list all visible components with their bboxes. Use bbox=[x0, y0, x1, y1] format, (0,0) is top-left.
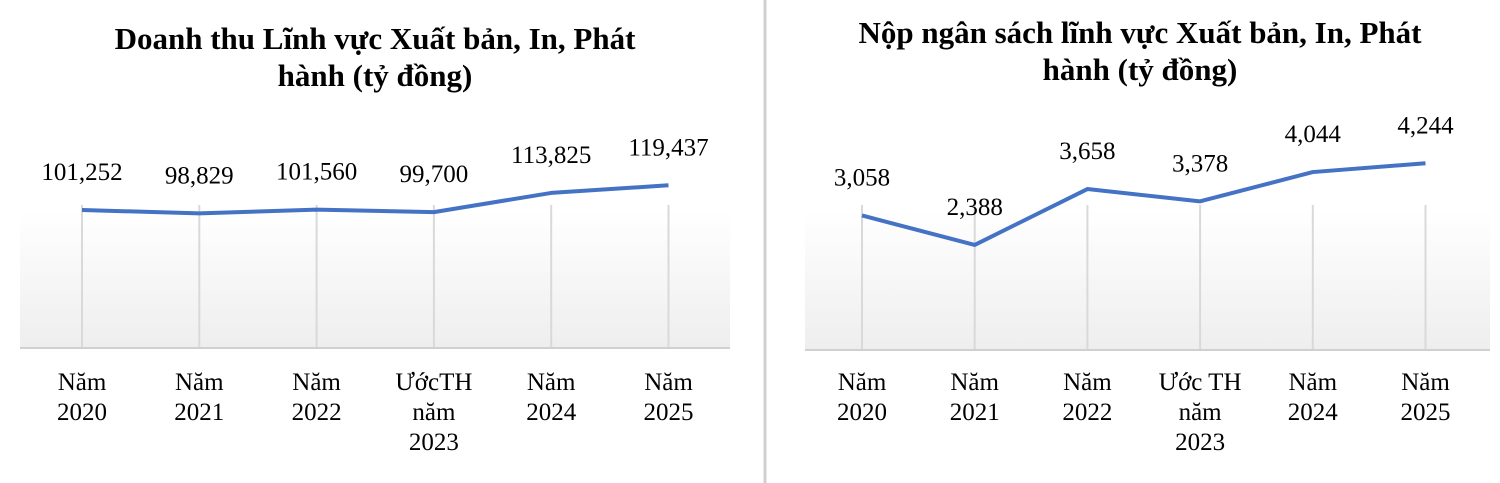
data-label: 3,658 bbox=[1059, 138, 1115, 165]
line bbox=[81, 183, 669, 216]
x-tick-label: Năm 2024 bbox=[1287, 369, 1338, 426]
data-label: 98,829 bbox=[165, 162, 234, 189]
x-tick-label: Năm 2020 bbox=[837, 369, 887, 426]
x-tick-label: Năm 2022 bbox=[1062, 369, 1113, 426]
data-label: 3,058 bbox=[834, 164, 890, 191]
data-label: 101,252 bbox=[41, 159, 122, 186]
data-label: 4,044 bbox=[1285, 121, 1342, 148]
x-tick-label: Năm 2025 bbox=[643, 369, 694, 426]
x-tick-label: ƯớcTH năm 2023 bbox=[395, 369, 473, 456]
x-tick-label: Năm 2025 bbox=[1400, 369, 1451, 426]
data-label: 113,825 bbox=[511, 142, 591, 169]
plot-background bbox=[20, 210, 730, 348]
x-tick-label: Năm 2022 bbox=[291, 369, 342, 426]
chart-title: Nộp ngân sách lĩnh vực Xuất bản, In, Phá… bbox=[858, 15, 1422, 87]
x-tick-label: Năm 2021 bbox=[949, 369, 1000, 426]
x-tick-label: Ước TH năm 2023 bbox=[1158, 369, 1242, 456]
data-label: 2,388 bbox=[947, 194, 1003, 221]
x-tick-label: Năm 2021 bbox=[174, 369, 225, 426]
x-tick-label: Năm 2024 bbox=[526, 369, 577, 426]
data-label: 101,560 bbox=[276, 159, 357, 186]
data-label: 3,378 bbox=[1172, 150, 1228, 177]
chart-title: Doanh thu Lĩnh vực Xuất bản, In, Phát hà… bbox=[114, 21, 636, 93]
data-label: 119,437 bbox=[628, 134, 708, 161]
data-label: 4,244 bbox=[1397, 112, 1454, 139]
plot-background bbox=[805, 210, 1490, 350]
line bbox=[861, 161, 1426, 247]
x-tick-label: Năm 2020 bbox=[57, 369, 107, 426]
data-label: 99,700 bbox=[400, 161, 469, 188]
